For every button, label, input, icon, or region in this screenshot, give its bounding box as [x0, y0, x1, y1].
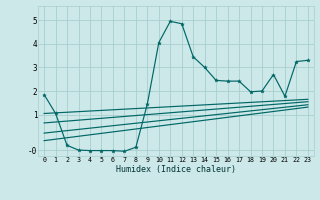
- X-axis label: Humidex (Indice chaleur): Humidex (Indice chaleur): [116, 165, 236, 174]
